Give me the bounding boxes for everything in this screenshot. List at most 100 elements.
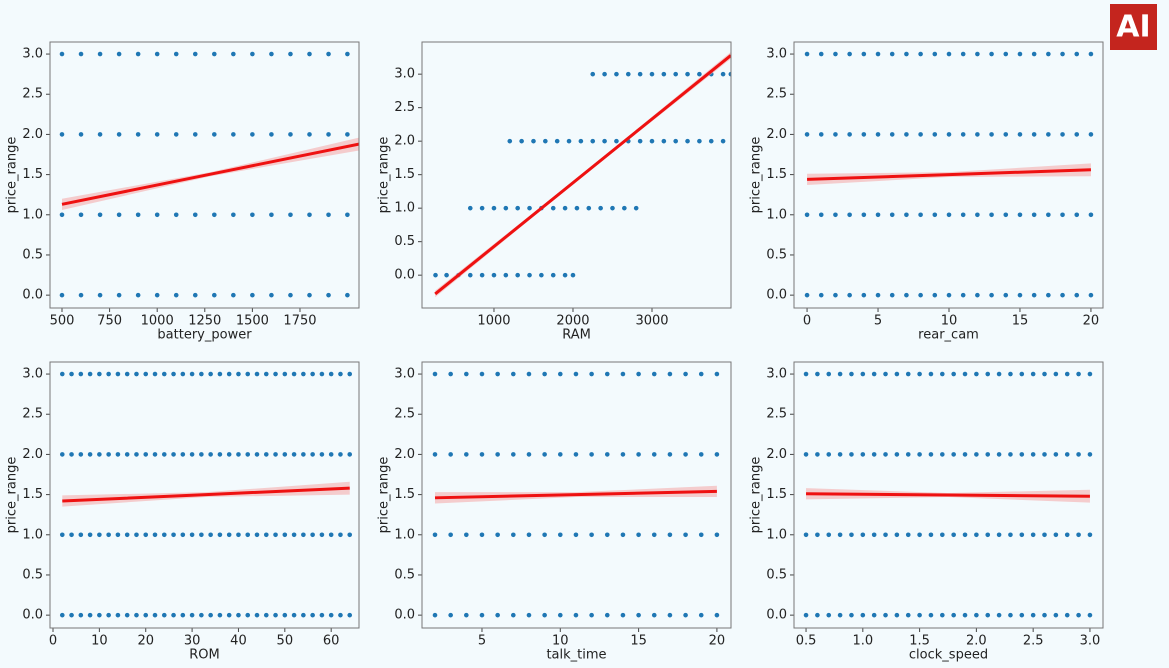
point xyxy=(542,371,547,377)
point xyxy=(849,452,854,457)
point xyxy=(803,532,809,538)
point xyxy=(134,532,139,538)
point xyxy=(59,51,65,57)
point xyxy=(189,612,195,618)
point xyxy=(106,452,111,457)
point xyxy=(226,612,232,618)
point xyxy=(432,452,438,457)
point xyxy=(254,532,260,538)
point xyxy=(97,612,102,618)
point xyxy=(667,532,673,538)
point xyxy=(550,205,556,211)
y-axis-label: price_range xyxy=(377,137,392,214)
point xyxy=(326,292,331,298)
point xyxy=(566,138,572,144)
point xyxy=(1064,612,1070,618)
point xyxy=(319,452,325,457)
point xyxy=(589,532,594,538)
point xyxy=(589,452,594,457)
point xyxy=(78,452,84,457)
point xyxy=(301,532,306,538)
point xyxy=(620,452,626,457)
point xyxy=(847,212,852,218)
x-tick-label: 3000 xyxy=(635,314,668,329)
point xyxy=(345,212,350,218)
point xyxy=(1008,371,1013,377)
panel: 0.0 0.5 1.0 1.5 2.0 2.5 3.0 500 750 1000 1250 1500 1… xyxy=(5,41,360,343)
point xyxy=(448,452,453,457)
point xyxy=(115,452,121,457)
x-tick-label: 30 xyxy=(184,634,201,649)
point xyxy=(871,371,877,377)
point xyxy=(464,612,469,618)
point xyxy=(236,532,241,538)
point xyxy=(143,532,149,538)
x-tick-label: 1000 xyxy=(477,314,510,329)
point xyxy=(815,532,820,538)
point xyxy=(905,612,911,618)
point xyxy=(173,292,179,298)
point xyxy=(189,371,195,377)
x-tick-label: 0 xyxy=(49,634,57,649)
point xyxy=(161,452,167,457)
point xyxy=(1019,371,1025,377)
point xyxy=(97,51,103,57)
point xyxy=(918,51,923,57)
point xyxy=(1076,371,1081,377)
y-tick-label: 2.5 xyxy=(394,407,415,422)
point xyxy=(803,452,809,457)
point xyxy=(291,612,297,618)
logo-box xyxy=(1110,4,1157,50)
point xyxy=(1064,532,1070,538)
point xyxy=(217,612,223,618)
point xyxy=(347,612,353,618)
y-axis-label: price_range xyxy=(749,137,764,214)
point xyxy=(269,51,274,57)
point xyxy=(124,452,130,457)
point xyxy=(531,138,536,144)
point xyxy=(212,132,217,137)
y-axis-label: price_range xyxy=(377,457,392,534)
point xyxy=(833,132,838,137)
point xyxy=(590,138,596,144)
point xyxy=(69,452,74,457)
x-tick-label: 2.0 xyxy=(966,634,987,649)
point xyxy=(860,532,866,538)
point xyxy=(527,272,532,278)
x-tick-label: 15 xyxy=(1012,314,1029,329)
point xyxy=(1053,371,1059,377)
y-tick-label: 2.5 xyxy=(766,407,787,422)
plot-area xyxy=(59,51,359,298)
point xyxy=(143,612,149,618)
point xyxy=(152,612,158,618)
point xyxy=(932,51,938,57)
point xyxy=(161,371,167,377)
y-tick-label: 2.0 xyxy=(766,127,787,142)
point xyxy=(319,371,325,377)
point xyxy=(1003,212,1009,218)
point xyxy=(464,371,469,377)
x-tick-label: 2000 xyxy=(556,314,589,329)
point xyxy=(1003,51,1009,57)
point xyxy=(1042,452,1047,457)
point xyxy=(714,452,720,457)
point xyxy=(837,452,843,457)
point xyxy=(199,532,204,538)
point xyxy=(347,452,353,457)
point xyxy=(542,452,547,457)
point xyxy=(962,612,968,618)
point xyxy=(804,51,810,57)
point xyxy=(87,371,93,377)
point xyxy=(519,138,524,144)
point xyxy=(946,51,952,57)
point xyxy=(667,371,673,377)
point xyxy=(301,612,306,618)
point xyxy=(97,452,102,457)
y-tick-label: 2.0 xyxy=(22,127,43,142)
point xyxy=(818,212,824,218)
point xyxy=(960,132,966,137)
point xyxy=(526,612,532,618)
x-tick-label: 5 xyxy=(874,314,882,329)
point xyxy=(515,272,520,278)
point xyxy=(815,612,820,618)
